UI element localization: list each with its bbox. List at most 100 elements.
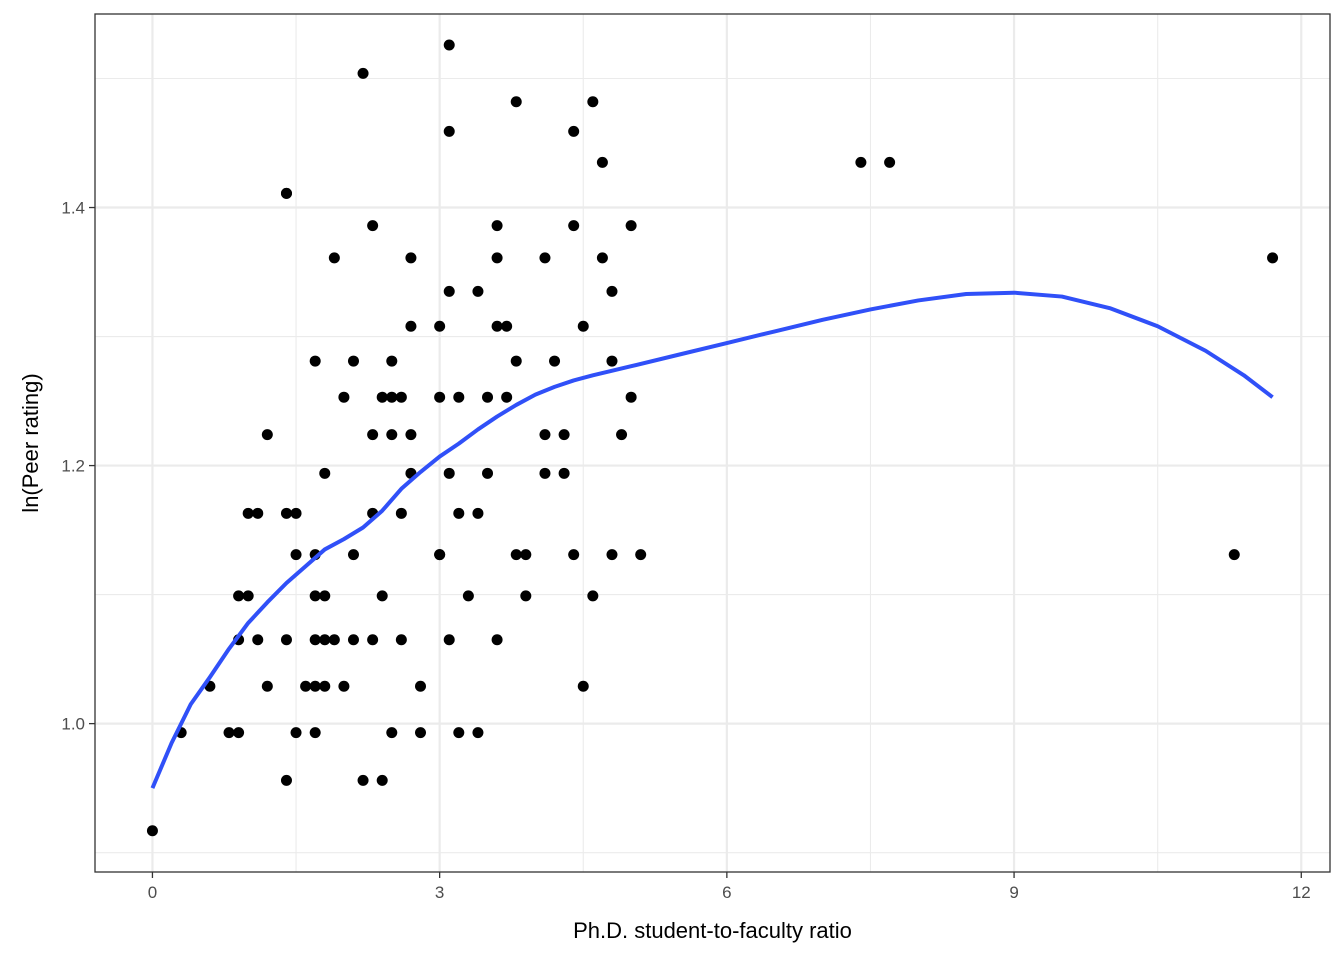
scatter-point [434,320,446,332]
scatter-point [290,727,302,739]
scatter-point [319,680,331,692]
scatter-point [328,634,340,646]
scatter-point [577,680,589,692]
scatter-point [338,391,350,403]
scatter-point [453,391,465,403]
scatter-point [539,252,551,264]
scatter-point [635,549,647,561]
scatter-point [319,590,331,602]
scatter-point [367,220,379,232]
scatter-point [319,634,331,646]
scatter-point [625,220,637,232]
scatter-point [376,391,388,403]
scatter-point [520,590,532,602]
scatter-point [472,727,484,739]
scatter-point [539,429,551,441]
scatter-point [233,590,245,602]
panel-border [94,13,1331,873]
scatter-point [596,252,608,264]
scatter-point [625,391,637,403]
scatter-point [328,252,340,264]
scatter-point [252,507,264,519]
scatter-point [434,549,446,561]
scatter-point [855,156,867,168]
scatter-point [482,467,494,479]
scatter-point [367,429,379,441]
scatter-point [347,634,359,646]
scatter-point [386,429,398,441]
scatter-point [568,220,580,232]
scatter-point [415,680,427,692]
scatter-point [146,825,158,837]
scatter-points [146,39,1279,837]
scatter-point [472,285,484,297]
scatter-point [606,285,618,297]
scatter-point [300,680,312,692]
minor-gridlines [95,14,1330,872]
x-tick-label: 0 [148,883,157,902]
scatter-point [443,285,455,297]
scatter-point [1228,549,1240,561]
scatter-point [309,727,321,739]
scatter-point [539,467,551,479]
scatter-point [596,156,608,168]
scatter-point [233,727,245,739]
scatter-point [510,355,522,367]
scatter-point [309,590,321,602]
scatter-point [491,320,503,332]
scatter-point [415,727,427,739]
y-axis-ticks: 1.0 1.2 1.4 [61,199,95,734]
scatter-point [510,96,522,108]
scatter-point [558,467,570,479]
scatter-point [472,507,484,519]
scatter-point [443,634,455,646]
scatter-point [261,680,273,692]
x-tick-label: 6 [722,883,731,902]
scatter-point [280,507,292,519]
scatter-point [347,355,359,367]
scatter-point [309,355,321,367]
smooth-fit-line [150,290,1274,789]
x-tick-label: 9 [1009,883,1018,902]
scatter-point [568,549,580,561]
scatter-point [434,391,446,403]
scatter-point [587,96,599,108]
scatter-point [462,590,474,602]
scatter-point [606,549,618,561]
scatter-point [491,220,503,232]
scatter-point [520,549,532,561]
scatter-point [280,187,292,199]
scatter-point [549,355,561,367]
scatter-point [386,391,398,403]
y-tick-label: 1.4 [61,199,85,218]
scatter-point [309,634,321,646]
scatter-point [501,391,513,403]
scatter-point [261,429,273,441]
scatter-point [242,507,254,519]
scatter-point [242,590,254,602]
scatter-point [577,320,589,332]
scatter-point [453,727,465,739]
y-tick-label: 1.0 [61,715,85,734]
scatter-point [395,391,407,403]
scatter-point [367,634,379,646]
scatter-point [319,467,331,479]
scatter-point [606,355,618,367]
scatter-point [405,429,417,441]
scatter-point [510,549,522,561]
y-axis-title: ln(Peer rating) [18,373,43,512]
scatter-point [568,125,580,137]
scatter-point [1267,252,1279,264]
x-tick-label: 12 [1292,883,1311,902]
scatter-point [443,125,455,137]
scatter-point [884,156,896,168]
x-axis-ticks: 0 3 6 9 12 [148,872,1311,902]
scatter-point [491,252,503,264]
scatter-point [290,507,302,519]
scatter-point [386,727,398,739]
scatter-point [357,67,369,79]
y-tick-label: 1.2 [61,457,85,476]
scatter-point [347,549,359,561]
